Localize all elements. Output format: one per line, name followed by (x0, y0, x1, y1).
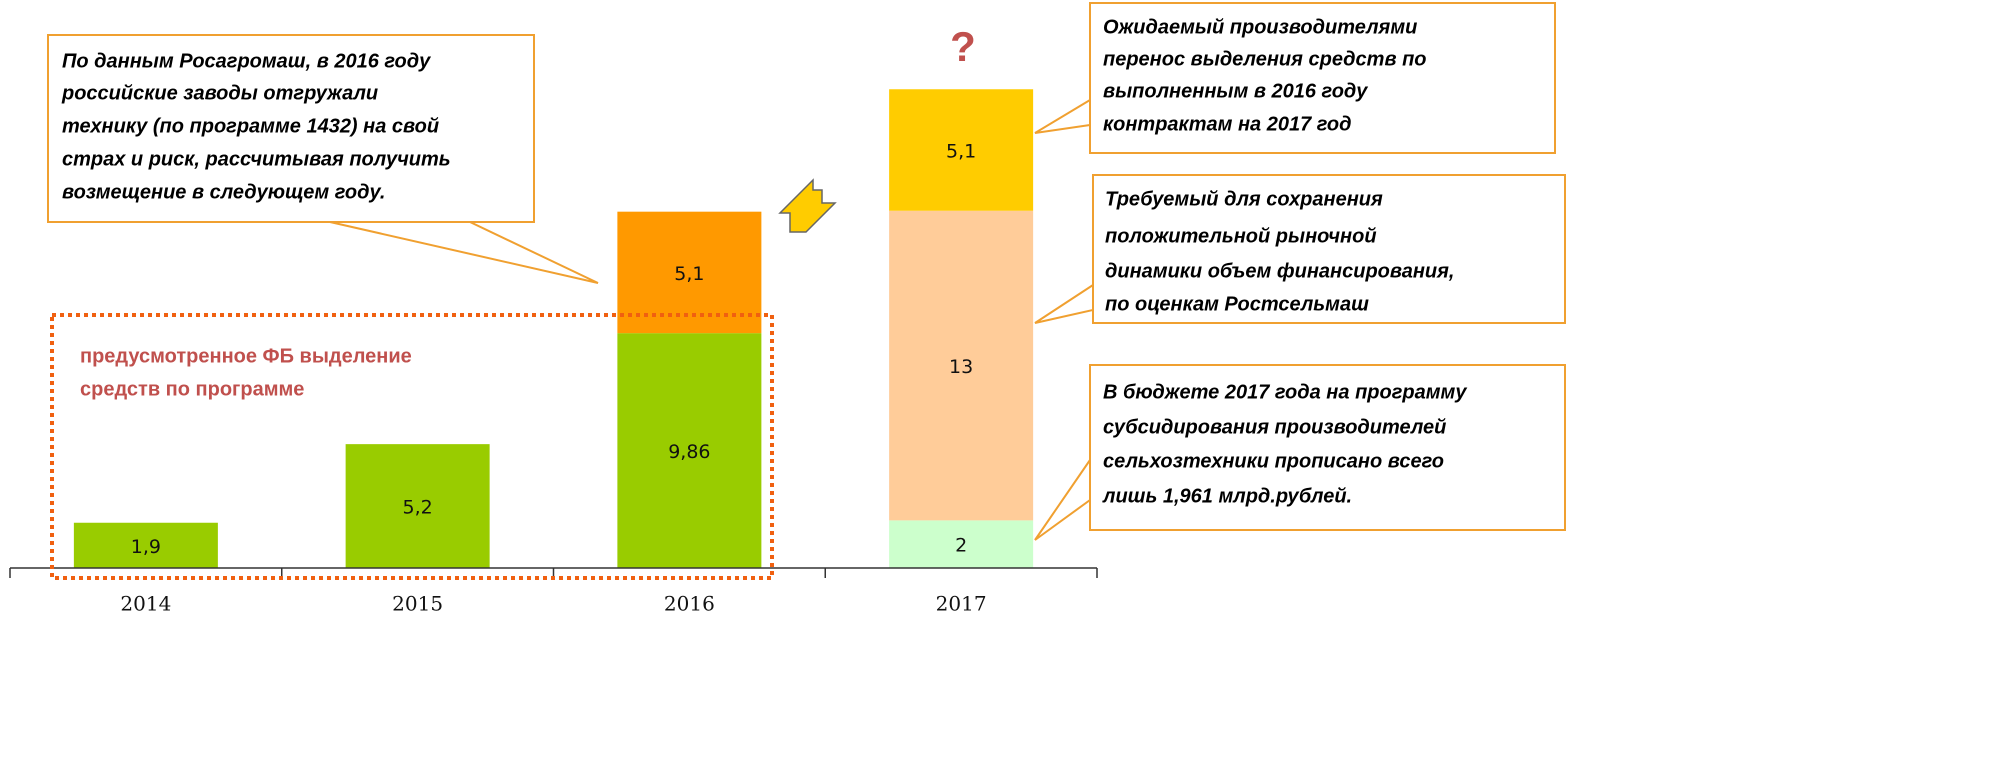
callout-text: российские заводы отгружали (61, 82, 378, 104)
callout-text: субсидирования производителей (1103, 416, 1446, 438)
callout-box (47, 34, 535, 223)
bar-segment (617, 333, 762, 568)
value-label: 13 (949, 356, 973, 378)
bar-segment (345, 444, 490, 568)
callout-text: технику (по программе 1432) на свой (62, 115, 439, 137)
x-tick-label: 2015 (392, 592, 443, 616)
callout-box (1092, 174, 1566, 324)
value-label: 1,9 (131, 536, 161, 558)
callout-text: по оценкам Ростсельмаш (1105, 293, 1369, 315)
value-label: 9,86 (668, 441, 710, 463)
note-text: средств по программе (80, 378, 304, 400)
callout-text: В бюджете 2017 года на программу (1103, 381, 1467, 403)
value-label: 5,2 (403, 497, 433, 519)
callout-text: По данным Росагромаш, в 2016 году (62, 50, 431, 72)
callout-tail (329, 221, 599, 284)
callout-text: лишь 1,961 млрд.рублей. (1102, 485, 1352, 507)
x-tick-label: 2016 (664, 592, 715, 616)
bar-segment (889, 89, 1034, 211)
callout-text: выполненным в 2016 году (1103, 80, 1368, 102)
callout-text: сельхозтехники прописано всего (1103, 450, 1444, 472)
bar-segment (889, 210, 1034, 521)
bar-segment (73, 522, 218, 568)
note-text: предусмотренное ФБ выделение (80, 345, 412, 367)
value-label: 2 (955, 535, 967, 557)
x-tick-label: 2017 (936, 592, 987, 616)
value-label: 5,1 (946, 140, 976, 162)
callout-text: страх и риск, рассчитывая получить (62, 148, 451, 170)
arrow-icon (778, 178, 837, 233)
callout-text: контрактам на 2017 год (1103, 113, 1352, 135)
value-label: 5,1 (674, 263, 704, 285)
callout-text: Ожидаемый производителями (1103, 16, 1417, 38)
highlight-box (50, 313, 774, 580)
x-tick-label: 2014 (120, 592, 171, 616)
callout-text: положительной рыночной (1105, 225, 1377, 247)
callout-text: Требуемый для сохранения (1105, 188, 1383, 210)
callout-box (1089, 364, 1566, 531)
callout-text: перенос выделения средств по (1103, 48, 1427, 70)
callout-tail (1034, 456, 1091, 541)
callout-tail (1034, 283, 1094, 324)
callout-text: динамики объем финансирования, (1105, 260, 1454, 282)
bar-segment (617, 211, 762, 334)
question-mark: ? (950, 23, 976, 70)
callout-text: возмещение в следующем году. (62, 181, 385, 203)
bar-segment (889, 520, 1034, 568)
callout-tail (1034, 98, 1091, 134)
callout-box (1089, 2, 1556, 154)
